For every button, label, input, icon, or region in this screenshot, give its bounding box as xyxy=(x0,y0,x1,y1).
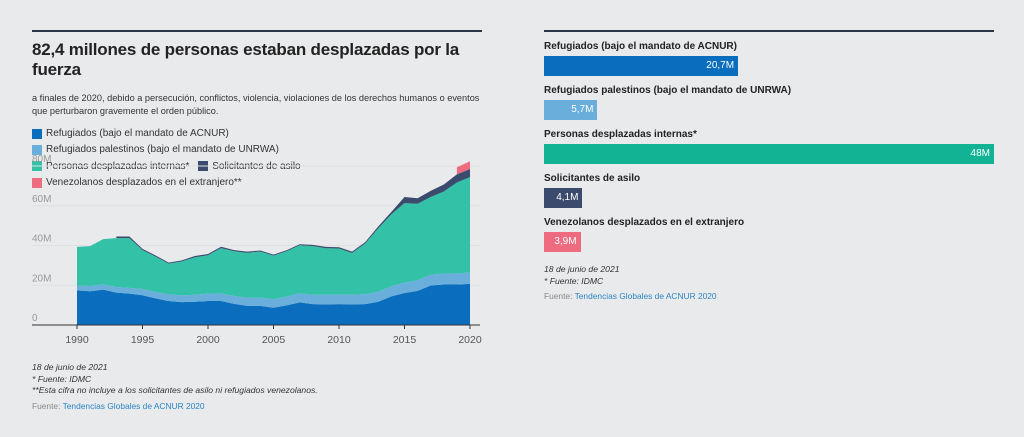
legend-item-refugees: Refugiados (bajo el mandato de ACNUR) xyxy=(32,127,229,141)
legend-item-venezuela: Venezolanos desplazados en el extranjero… xyxy=(32,176,242,190)
legend-swatch-refugees xyxy=(32,128,42,139)
chart-subtitle: a finales de 2020, debido a persecución,… xyxy=(32,93,480,116)
bar-venezuela: 3,9M xyxy=(544,232,581,252)
bar-refugees: 20,7M xyxy=(544,56,739,76)
stacked-area-chart: 0 20M 40M 60M 80M 1990 1995 2000 2005 2010 2015 202… xyxy=(32,154,482,346)
legend-label: Venezolanos desplazados en el extranjero… xyxy=(46,176,242,188)
x-tick-label: 2000 xyxy=(196,334,220,346)
top-rule-right xyxy=(544,30,994,32)
bar-label: Venezolanos desplazados en el extranjero xyxy=(544,217,745,228)
legend-swatch-palestine xyxy=(32,145,42,155)
legend-item-palestine: Refugiados palestinos (bajo el mandato d… xyxy=(32,143,279,157)
bar-value-label: 5,7M xyxy=(571,104,594,115)
bar-label: Refugiados (bajo el mandato de ACNUR) xyxy=(544,41,737,52)
bar-value-label: 48M xyxy=(970,148,990,159)
x-tick-label: 1990 xyxy=(65,334,89,346)
y-tick-label: 60M xyxy=(32,194,51,205)
x-tick-label: 2015 xyxy=(393,334,417,346)
date-note: 18 de junio de 2021 xyxy=(544,264,620,274)
legend-label: Refugiados (bajo el mandato de ACNUR) xyxy=(46,128,229,139)
bar-value-label: 20,7M xyxy=(706,60,735,71)
chart-title: 82,4 millones de personas estaban despla… xyxy=(32,40,460,79)
x-tick-label: 2005 xyxy=(262,334,286,346)
top-rule xyxy=(32,30,482,32)
bar-asylum: 4,1M xyxy=(544,188,583,208)
bar-idp_bar: 48M xyxy=(544,144,994,164)
footnote: **Esta cifra no incluye a los solicitant… xyxy=(32,385,318,395)
area-venezuela xyxy=(456,161,470,175)
source-line: Fuente: Tendencias Globales de ACNUR 202… xyxy=(32,401,318,413)
area-idp xyxy=(77,177,470,300)
y-tick-label: 0 xyxy=(32,313,38,324)
date-note: 18 de junio de 2021 xyxy=(32,362,108,372)
source-line: Fuente: Tendencias Globales de ACNUR 202… xyxy=(544,291,994,303)
source-note: * Fuente: IDMC xyxy=(32,373,92,384)
source-note: * Fuente: IDMC xyxy=(544,275,604,286)
area-layer xyxy=(77,161,471,325)
bar-palestine: 5,7M xyxy=(544,100,598,120)
bar-chart-panel: Refugiados (bajo el mandato de ACNUR) 20,… xyxy=(544,30,994,303)
area-refugees xyxy=(77,283,470,325)
area-asylum xyxy=(116,168,471,264)
source-label: Fuente: xyxy=(544,291,573,301)
bar-value-label: 4,1M xyxy=(556,192,579,203)
y-tick-label: 40M xyxy=(32,234,51,245)
bar-label: Solicitantes de asilo xyxy=(544,173,641,184)
area-palestine xyxy=(77,272,470,308)
bar-value-label: 3,9M xyxy=(554,236,577,247)
bar-label: Personas desplazadas internas* xyxy=(544,129,697,140)
right-notes: 18 de junio de 2021 * Fuente: IDMC Fuent… xyxy=(544,264,994,303)
bar-list: Refugiados (bajo el mandato de ACNUR) 20,… xyxy=(544,40,994,252)
legend-swatch-venezuela xyxy=(32,177,42,188)
source-link[interactable]: Tendencias Globales de ACNUR 2020 xyxy=(574,291,717,301)
bar-label: Refugiados palestinos (bajo el mandato d… xyxy=(544,85,792,96)
y-tick-label: 20M xyxy=(32,273,51,284)
x-tick-label: 1995 xyxy=(131,334,155,346)
x-tick-label: 2010 xyxy=(327,334,351,346)
source-label: Fuente: xyxy=(32,400,61,411)
axis-layer: 0 20M 40M 60M 80M 1990 1995 2000 2005 2010 2015 202… xyxy=(32,154,482,346)
legend-label: Refugiados palestinos (bajo el mandato d… xyxy=(46,144,279,156)
left-notes: 18 de junio de 2021 * Fuente: IDMC **Est… xyxy=(32,362,318,412)
source-link[interactable]: Tendencias Globales de ACNUR 2020 xyxy=(62,400,205,411)
y-tick-label: 80M xyxy=(32,154,51,165)
x-tick-label: 2020 xyxy=(458,334,482,346)
